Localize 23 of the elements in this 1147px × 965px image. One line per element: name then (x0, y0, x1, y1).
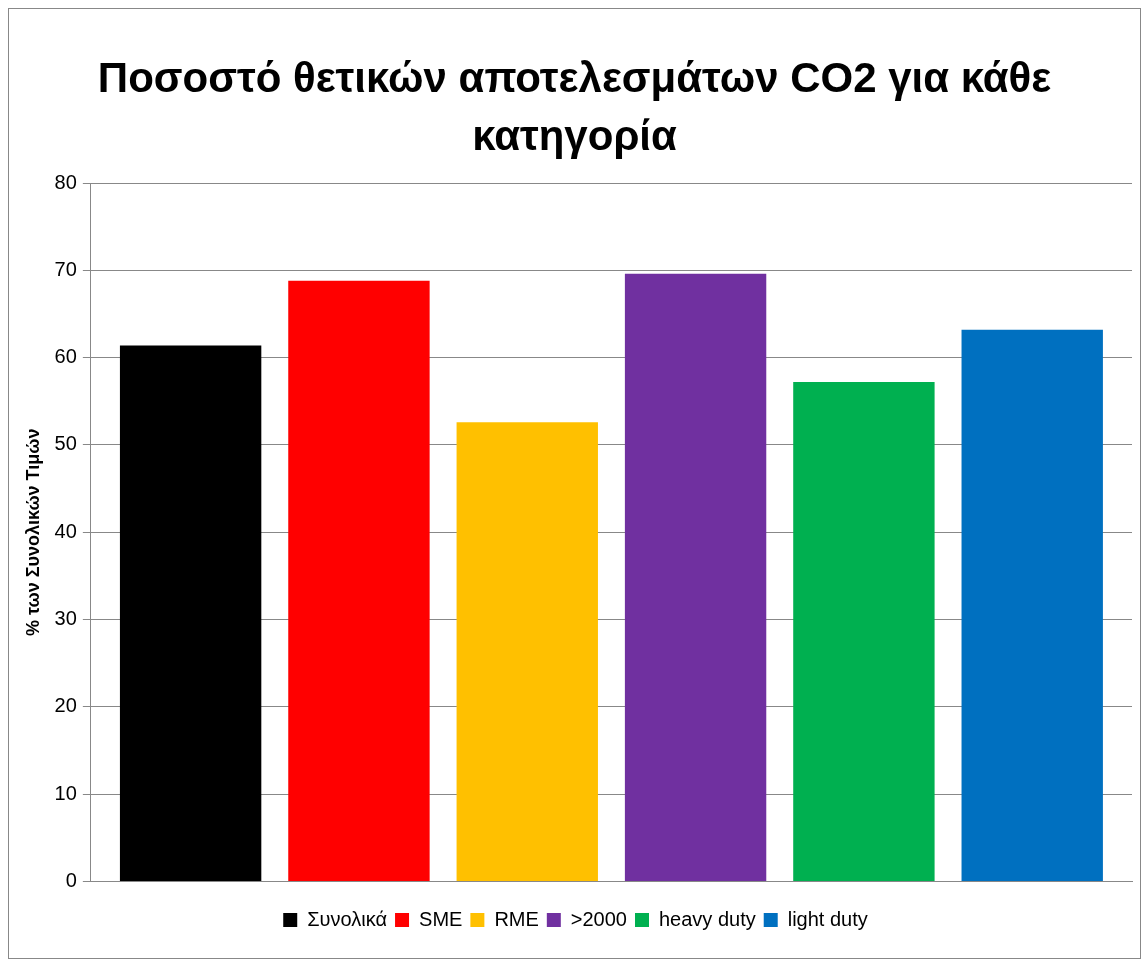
legend-label: light duty (787, 907, 868, 930)
y-tick-label: 60 (54, 345, 77, 368)
bar (624, 273, 767, 882)
bar (961, 329, 1103, 882)
legend-label: SME (419, 907, 463, 930)
bar (119, 345, 262, 882)
y-tick-label: 40 (54, 519, 77, 542)
y-tick-label: 20 (54, 694, 77, 717)
y-tick-label: 50 (54, 432, 77, 455)
legend-label: Συνολικά (307, 907, 388, 930)
y-tick-label: 10 (54, 781, 77, 804)
legend-label: RME (494, 907, 539, 930)
y-tick-label: 0 (65, 869, 77, 892)
chart-title: Ποσοστό θετικών αποτελεσμάτων CO2 για κάθε κατηγορία (96, 53, 1053, 161)
legend-label: >2000 (570, 907, 627, 930)
y-tick-label: 70 (54, 257, 77, 280)
bar (456, 422, 598, 882)
y-tick-label: 80 (54, 170, 77, 193)
legend-label: heavy duty (658, 907, 756, 930)
y-axis-title: % των Συνολικών Τιμών (22, 428, 43, 637)
bar (793, 382, 935, 882)
y-tick-label: 30 (54, 607, 77, 630)
bar (288, 280, 430, 882)
